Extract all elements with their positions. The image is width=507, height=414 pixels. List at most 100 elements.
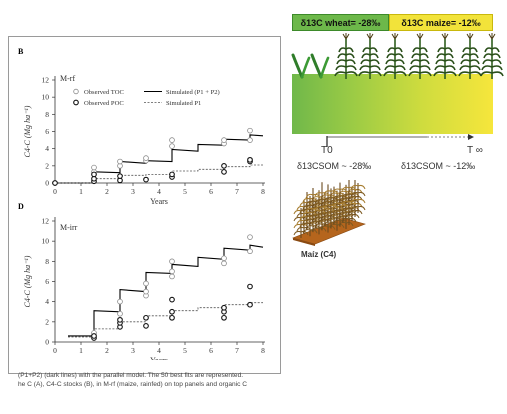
observed-toc-point (143, 288, 149, 295)
observed-poc-point (221, 168, 227, 175)
legend-label: Observed TOC (84, 89, 124, 96)
observed-poc-point (221, 304, 227, 311)
observed-poc-point (143, 323, 149, 329)
observed-poc-point (169, 171, 175, 178)
x-axis-label: Years (150, 197, 168, 206)
wheat-isotope-label: δ13C wheat= -28‰ (300, 18, 381, 28)
maize-plant-icon (358, 33, 382, 79)
y-tick-label: 6 (45, 127, 49, 136)
som-left-text: δ13CSOM ~ -28‰ (297, 161, 372, 171)
observed-poc-point (143, 176, 149, 183)
observed-toc-point (117, 158, 123, 165)
x-tick-label: 6 (209, 187, 213, 196)
observed-toc-point (143, 280, 149, 287)
observed-toc-point (221, 260, 227, 267)
observed-poc-point (52, 180, 58, 186)
panel-title: M-rf (60, 74, 75, 83)
observed-toc-point (91, 164, 97, 171)
wheat-seedling-icon (291, 53, 311, 79)
panel-letter: B (18, 47, 24, 56)
t0-label: T0 (321, 145, 333, 156)
x-tick-label: 1 (79, 346, 83, 355)
observed-toc-point (221, 255, 227, 262)
simulated-total-line (68, 244, 264, 337)
observed-poc-point (247, 301, 253, 308)
observed-toc-point (169, 143, 175, 149)
observed-poc-point (247, 156, 253, 163)
observed-poc-point (169, 314, 175, 321)
y-tick-label: 4 (45, 144, 49, 153)
maize-c4-caption: Maíz (C4) (301, 250, 337, 259)
maize-plant-icon (433, 33, 457, 79)
observed-poc-point (169, 308, 175, 315)
observed-poc-point (91, 171, 97, 178)
observed-poc-point (117, 316, 123, 323)
observed-toc-point (169, 273, 175, 280)
observed-toc-point (169, 268, 175, 275)
y-tick-label: 10 (42, 93, 50, 102)
panel-letter: D (18, 202, 24, 211)
som-right-label: δ13CSOM ~ -12‰ (401, 161, 475, 171)
timeline-axis (326, 134, 474, 147)
y-tick-label: 2 (45, 161, 49, 170)
y-tick-label: 0 (45, 338, 49, 347)
x-tick-label: 5 (183, 187, 187, 196)
x-tick-label: 0 (53, 187, 57, 196)
x-tick-label: 4 (157, 187, 161, 196)
panel-title: M-irr (60, 223, 78, 232)
maize-plant-icon (383, 33, 407, 79)
t-infinity-label: T ∞ (467, 145, 483, 156)
crop-sequence-illustration (291, 33, 504, 79)
som-left-label: δ13CSOM ~ -28‰ (297, 161, 371, 171)
simulated-total-line (55, 134, 264, 184)
observed-toc-point (117, 310, 123, 317)
maize-plant-icon (458, 33, 482, 79)
observed-toc-point (143, 155, 149, 161)
maize-field-icon (292, 180, 366, 246)
legend-toc-marker (73, 88, 79, 95)
y-tick-label: 8 (45, 257, 49, 266)
chart-legend: Observed TOC Observed POC Simulated (P1 + … (73, 88, 220, 107)
x-tick-label: 8 (261, 346, 265, 355)
x-tick-label: 3 (131, 346, 135, 355)
som-right-text: δ13CSOM ~ -12‰ (401, 161, 476, 171)
figure-caption-line-1: (P1+P2) (dark lines) with the parallel m… (18, 372, 244, 379)
x-tick-label: 2 (105, 187, 109, 196)
y-tick-label: 6 (45, 277, 49, 286)
maize-isotope-label: δ13C maize= -12‰ (401, 18, 481, 28)
observed-poc-point (169, 296, 175, 303)
observed-poc-point (143, 314, 149, 321)
y-tick-label: 10 (42, 237, 50, 246)
x-tick-label: 8 (261, 187, 265, 196)
y-axis-label: C4-C (Mg ha⁻¹) (23, 255, 32, 307)
x-tick-label: 5 (183, 346, 187, 355)
legend-label: Simulated (P1 + P2) (166, 89, 220, 96)
y-axis-label: C4-C (Mg ha⁻¹) (23, 105, 32, 157)
observed-toc-point (117, 298, 123, 305)
observed-toc-point (247, 127, 253, 134)
wheat-isotope-header: δ13C wheat= -28‰ (292, 14, 389, 31)
figure-caption-line-2: he C (A), C4-C stocks (B), in M-rf (maiz… (18, 381, 248, 388)
y-tick-label: 4 (45, 297, 49, 306)
x-tick-label: 2 (105, 346, 109, 355)
maize-plant-icon (408, 33, 432, 79)
observed-toc-point (169, 137, 175, 143)
simulated-p1-line (68, 302, 263, 338)
y-tick-label: 2 (45, 317, 49, 326)
y-tick-label: 0 (45, 179, 49, 188)
soil-gradient-band (292, 74, 493, 134)
x-tick-label: 6 (209, 346, 213, 355)
observed-poc-point (221, 314, 227, 321)
x-tick-label: 7 (235, 187, 239, 196)
x-tick-label: 4 (157, 346, 161, 355)
y-tick-label: 8 (45, 110, 49, 119)
observed-poc-point (247, 283, 253, 290)
x-tick-label: 7 (235, 346, 239, 355)
observed-poc-point (117, 173, 123, 179)
observed-poc-point (221, 162, 227, 169)
maize-plant-icon (334, 33, 358, 79)
observed-toc-point (169, 258, 175, 265)
maize-isotope-header: δ13C maize= -12‰ (389, 14, 493, 31)
